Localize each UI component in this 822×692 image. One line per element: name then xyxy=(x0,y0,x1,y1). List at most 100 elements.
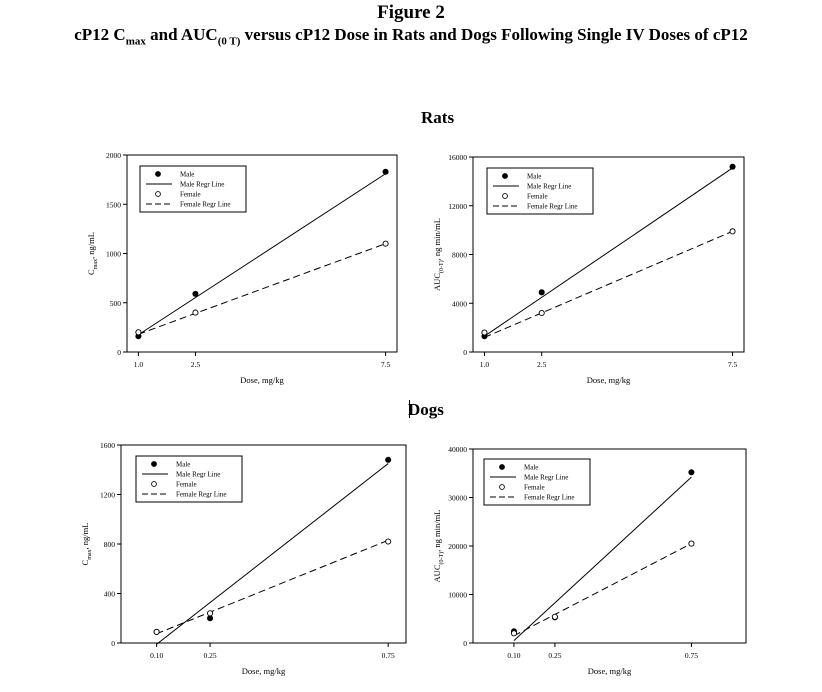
title-part-1: cP12 C xyxy=(74,25,126,44)
legend-label: Male xyxy=(180,171,194,179)
section-title-rats: Rats xyxy=(421,108,455,127)
x-tick-label: 1.0 xyxy=(480,360,490,369)
legend-label: Female xyxy=(527,193,548,201)
x-tick-label: 2.5 xyxy=(191,360,201,369)
x-tick-label: 1.0 xyxy=(134,360,144,369)
x-axis-label: Dose, mg/kg xyxy=(587,375,631,385)
y-tick-label: 0 xyxy=(111,639,115,648)
male-data-point xyxy=(385,456,392,463)
y-axis-label: Cmax, ng/mL xyxy=(86,232,99,275)
legend-label: Female Regr Line xyxy=(524,494,575,502)
female-data-point xyxy=(688,540,695,547)
figure-number: Figure 2 xyxy=(377,2,445,23)
x-tick-label: 0.75 xyxy=(685,651,698,660)
x-tick-label: 7.5 xyxy=(728,360,738,369)
female-data-point xyxy=(385,538,392,545)
y-tick-label: 20000 xyxy=(448,542,467,551)
section-title-dogs: Dogs xyxy=(408,400,444,419)
legend-female-marker xyxy=(151,481,157,487)
legend-label: Male Regr Line xyxy=(524,474,568,482)
y-tick-label: 500 xyxy=(110,299,122,308)
x-tick-label: 0.10 xyxy=(507,651,520,660)
legend-female-marker xyxy=(499,484,505,490)
legend-label: Female Regr Line xyxy=(176,491,227,499)
chart-3: 0 400 800 1200 1600 0.10 0.25 0.75 Dose, mg/kg Cm… xyxy=(80,441,407,676)
y-tick-label: 0 xyxy=(463,348,467,357)
y-tick-label: 0 xyxy=(117,348,121,357)
y-tick-label: 1200 xyxy=(100,491,115,500)
y-axis-label: AUC(0-T), ng min/mL xyxy=(432,510,445,583)
x-tick-label: 7.5 xyxy=(381,360,391,369)
x-tick-label: 0.25 xyxy=(204,651,217,660)
legend-label: Male Regr Line xyxy=(180,181,224,189)
x-tick-label: 0.25 xyxy=(548,651,561,660)
male-data-point xyxy=(688,469,695,476)
legend-male-marker xyxy=(502,173,508,179)
y-tick-label: 10000 xyxy=(448,591,467,600)
legend-label: Female Regr Line xyxy=(527,203,578,211)
y-axis-label: AUC(0-T), ng min/mL xyxy=(432,218,445,291)
female-data-point xyxy=(135,329,142,336)
x-tick-label: 0.75 xyxy=(382,651,395,660)
female-regression-line xyxy=(484,230,733,338)
male-data-point xyxy=(207,615,214,622)
female-data-point xyxy=(207,610,214,617)
title-part-3: versus cP12 Dose in Rats and Dogs Follow… xyxy=(240,25,748,44)
legend-label: Male xyxy=(176,461,190,469)
female-data-point xyxy=(481,329,488,336)
y-tick-label: 12000 xyxy=(448,202,467,211)
female-regression-line xyxy=(156,539,389,635)
female-data-point xyxy=(510,630,518,637)
figure-title: cP12 Cmax and AUC(0 T) versus cP12 Dose … xyxy=(0,24,822,52)
legend-label: Male xyxy=(524,464,538,472)
x-tick-label: 2.5 xyxy=(537,360,547,369)
y-tick-label: 0 xyxy=(463,639,467,648)
male-regression-line xyxy=(484,167,733,337)
y-tick-label: 30000 xyxy=(448,494,467,503)
x-axis-label: Dose, mg/kg xyxy=(242,666,286,676)
legend-male-marker xyxy=(151,461,157,467)
female-regression-line xyxy=(513,543,692,637)
male-regression-line xyxy=(513,476,692,641)
text-cursor xyxy=(409,400,410,418)
y-tick-label: 1500 xyxy=(106,200,121,209)
chart-4: 0 10000 20000 30000 40000 0.10 0.25 0.75 Dose, m… xyxy=(432,445,747,676)
x-axis-label: Dose, mg/kg xyxy=(240,375,284,385)
y-tick-label: 800 xyxy=(104,540,116,549)
female-data-point xyxy=(192,309,199,316)
female-data-point xyxy=(153,628,160,635)
female-data-point xyxy=(382,240,389,247)
y-tick-label: 1000 xyxy=(106,250,121,259)
male-data-point xyxy=(192,290,199,297)
x-axis-label: Dose, mg/kg xyxy=(588,666,632,676)
female-regression-line xyxy=(138,243,386,335)
legend-label: Male Regr Line xyxy=(176,471,220,479)
y-tick-label: 2000 xyxy=(106,151,121,160)
y-tick-label: 16000 xyxy=(448,153,467,162)
chart-1: 0 500 1000 1500 2000 1.0 2.5 7.5 Dose, mg/kg Cmax… xyxy=(86,151,398,385)
y-tick-label: 4000 xyxy=(452,299,467,308)
male-data-point xyxy=(729,163,736,170)
x-tick-label: 0.10 xyxy=(150,651,163,660)
y-axis-label: Cmax, ng/mL xyxy=(80,523,93,566)
legend-label: Female xyxy=(176,481,197,489)
male-regression-line xyxy=(156,463,389,645)
legend-male-marker xyxy=(499,464,505,470)
chart-2: 0 4000 8000 12000 16000 1.0 2.5 7.5 Dose, mg/kg A… xyxy=(432,153,745,385)
legend-label: Female Regr Line xyxy=(180,201,231,209)
title-sub-max: max xyxy=(125,35,146,48)
legend-label: Male xyxy=(527,173,541,181)
legend-label: Male Regr Line xyxy=(527,183,571,191)
y-tick-label: 1600 xyxy=(100,441,115,450)
female-data-point xyxy=(551,613,558,620)
male-data-point xyxy=(382,168,389,175)
legend-label: Female xyxy=(180,191,201,199)
legend-male-marker xyxy=(155,171,161,177)
y-tick-label: 400 xyxy=(104,590,116,599)
title-part-2: and AUC xyxy=(145,25,218,44)
female-data-point xyxy=(729,228,736,235)
y-tick-label: 40000 xyxy=(448,445,467,454)
legend-female-marker xyxy=(155,191,161,197)
y-tick-label: 8000 xyxy=(452,251,467,260)
